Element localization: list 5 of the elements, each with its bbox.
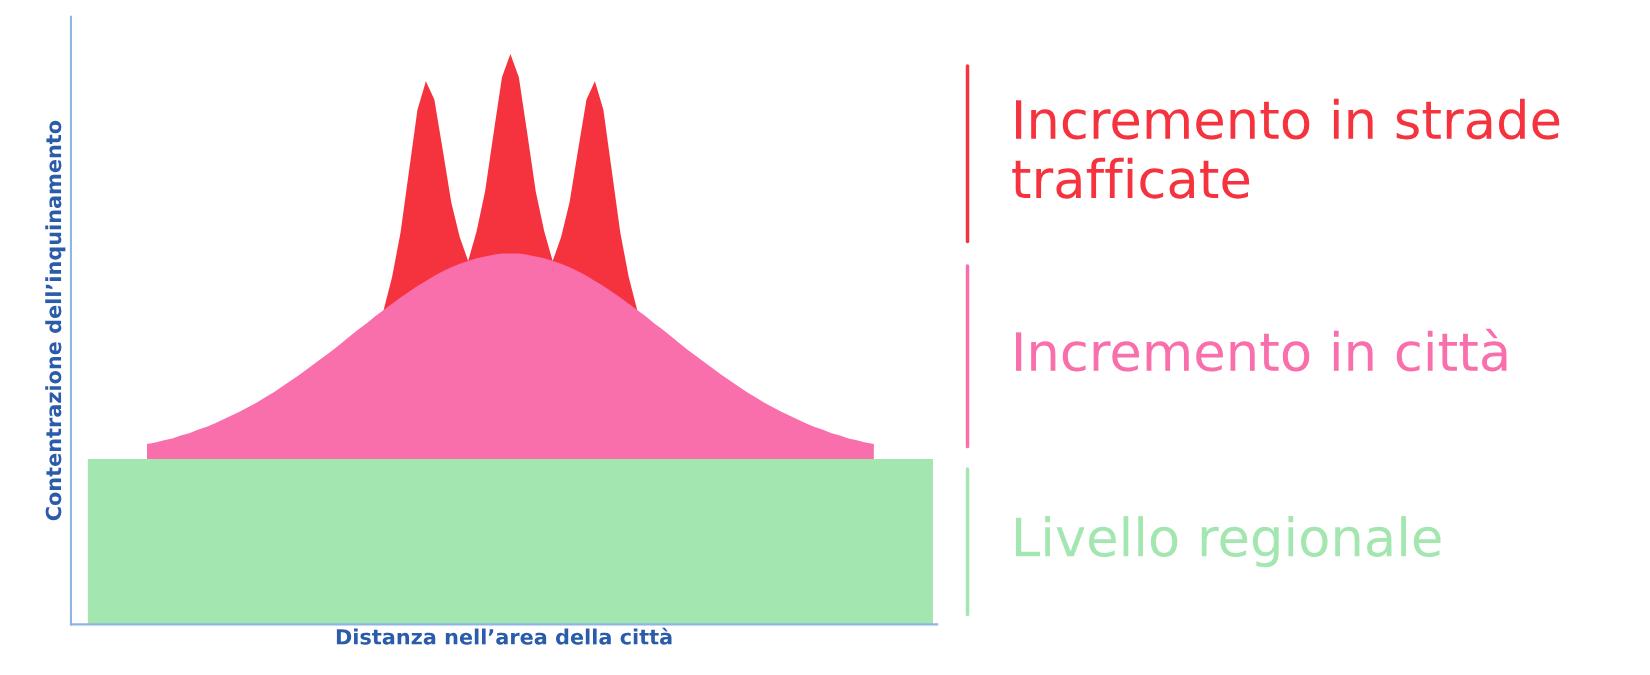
text: Incremento in strade trafficate <box>1012 98 1560 199</box>
x-axis-title: Distanza nell’area della città <box>336 627 672 645</box>
y-axis-title: Contentrazione dell’inquinamento <box>45 120 66 521</box>
series-label: Livello regionale <box>1016 516 1441 568</box>
text: Incremento in città <box>1016 328 1507 372</box>
